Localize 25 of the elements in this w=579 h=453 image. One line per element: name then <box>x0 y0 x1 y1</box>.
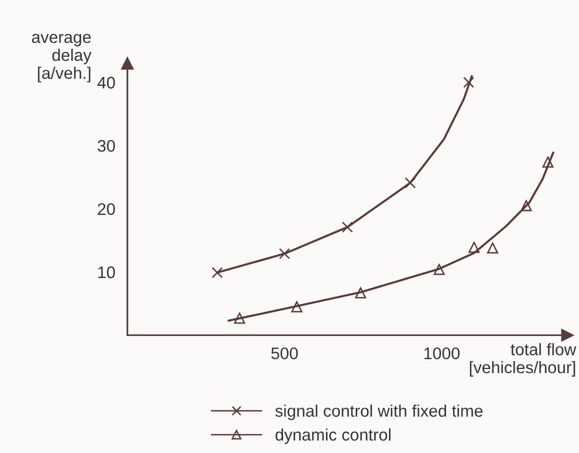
y-tick-label: 30 <box>98 140 115 152</box>
line-series <box>228 152 554 322</box>
point <box>520 200 532 212</box>
point <box>291 301 302 312</box>
point <box>404 177 416 188</box>
x-axis-title: total flow [vehicles/hour] <box>470 343 576 377</box>
line-series <box>216 75 473 274</box>
x-tick-label: 500 <box>271 347 298 360</box>
point <box>278 248 290 260</box>
point <box>355 287 366 298</box>
point <box>434 264 445 276</box>
y-axis-title: average delay [a/veh.] <box>32 34 92 82</box>
x-tick-label: 1000 <box>424 347 460 360</box>
legend-label: signal control with fixed time <box>275 404 483 420</box>
point <box>342 222 353 233</box>
y-tick-label: 10 <box>98 266 115 278</box>
point <box>468 242 480 253</box>
point <box>463 76 474 88</box>
y-tick-label: 40 <box>97 76 115 89</box>
y-tick-label: 20 <box>98 203 115 216</box>
point <box>542 156 554 168</box>
point <box>212 267 223 278</box>
legend-label: dynamic control <box>276 428 390 444</box>
point <box>487 242 498 254</box>
point <box>234 312 246 324</box>
